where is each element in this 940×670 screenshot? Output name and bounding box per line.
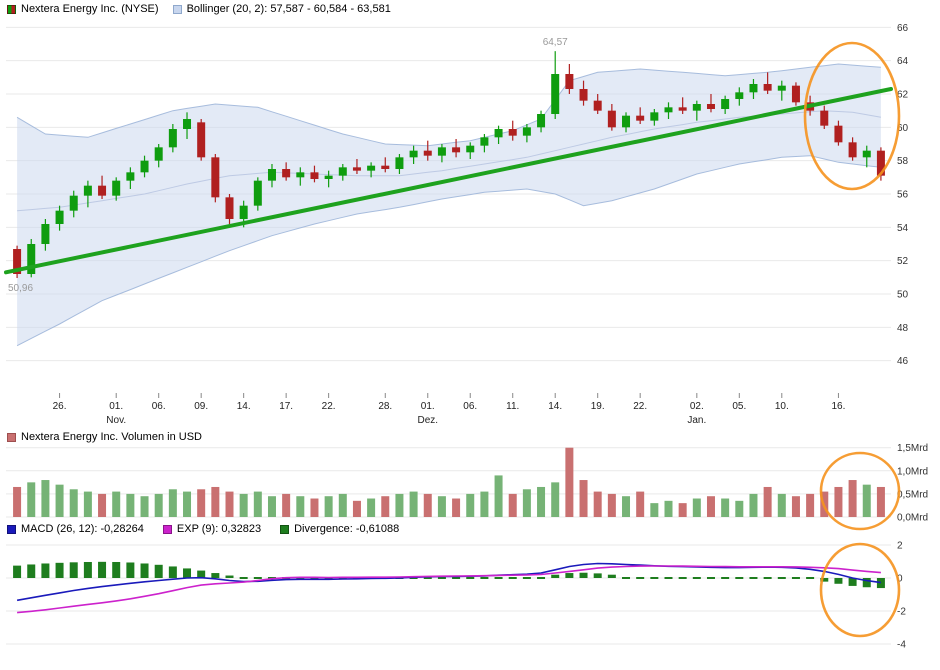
svg-text:01.: 01. xyxy=(421,401,435,412)
svg-text:50,96: 50,96 xyxy=(8,283,33,294)
svg-text:26.: 26. xyxy=(53,401,67,412)
stock-series-label: Nextera Energy Inc. (NYSE) xyxy=(21,3,159,15)
svg-text:64,57: 64,57 xyxy=(543,37,568,48)
svg-text:52: 52 xyxy=(897,256,909,267)
svg-text:62: 62 xyxy=(897,90,909,101)
svg-text:64: 64 xyxy=(897,56,909,67)
svg-text:0,0Mrd: 0,0Mrd xyxy=(897,513,928,524)
bollinger-series-label: Bollinger (20, 2): 57,587 - 60,584 - 63,… xyxy=(186,3,391,15)
svg-text:50: 50 xyxy=(897,290,909,301)
svg-text:Jan.: Jan. xyxy=(687,415,706,426)
svg-text:11.: 11. xyxy=(506,401,519,412)
macd-legend-item: MACD (26, 12): -0,28264 xyxy=(7,523,144,535)
svg-text:48: 48 xyxy=(897,323,909,334)
stock-series-icon xyxy=(7,4,16,14)
svg-text:66: 66 xyxy=(897,23,909,34)
svg-text:0: 0 xyxy=(897,574,903,585)
svg-text:-4: -4 xyxy=(897,640,906,651)
svg-text:17.: 17. xyxy=(279,401,293,412)
price-legend: Nextera Energy Inc. (NYSE) Bollinger (20… xyxy=(7,3,391,15)
svg-text:10.: 10. xyxy=(775,401,789,412)
svg-text:14.: 14. xyxy=(548,401,562,412)
svg-text:-2: -2 xyxy=(897,607,906,618)
divergence-legend-item: Divergence: -0,61088 xyxy=(280,523,399,535)
volume-series-icon xyxy=(7,432,16,442)
svg-text:Nov.: Nov. xyxy=(106,415,126,426)
divergence-series-label: Divergence: -0,61088 xyxy=(294,523,400,535)
exp-series-icon xyxy=(162,524,172,534)
svg-text:0,5Mrd: 0,5Mrd xyxy=(897,489,928,500)
svg-text:05.: 05. xyxy=(732,401,746,412)
svg-text:16.: 16. xyxy=(831,401,845,412)
svg-text:19.: 19. xyxy=(591,401,605,412)
divergence-series-icon xyxy=(280,524,290,534)
svg-text:Dez.: Dez. xyxy=(417,415,438,426)
svg-text:58: 58 xyxy=(897,156,909,167)
svg-text:1,0Mrd: 1,0Mrd xyxy=(897,466,928,477)
svg-text:56: 56 xyxy=(897,190,909,201)
svg-text:54: 54 xyxy=(897,223,909,234)
svg-text:06.: 06. xyxy=(152,401,166,412)
exp-legend-item: EXP (9): 0,32823 xyxy=(162,523,262,535)
exp-series-label: EXP (9): 0,32823 xyxy=(176,523,262,535)
volume-legend: Nextera Energy Inc. Volumen in USD xyxy=(7,431,202,443)
svg-text:2: 2 xyxy=(897,541,903,552)
svg-text:60: 60 xyxy=(897,123,909,134)
svg-text:14.: 14. xyxy=(237,401,251,412)
svg-text:28.: 28. xyxy=(378,401,392,412)
bollinger-series-icon xyxy=(172,4,182,14)
svg-text:22.: 22. xyxy=(633,401,647,412)
macd-series-icon xyxy=(7,524,16,534)
svg-text:01.: 01. xyxy=(109,401,123,412)
svg-text:22.: 22. xyxy=(322,401,336,412)
svg-text:09.: 09. xyxy=(194,401,208,412)
volume-series-label: Nextera Energy Inc. Volumen in USD xyxy=(21,431,202,443)
macd-legend: MACD (26, 12): -0,28264 EXP (9): 0,32823… xyxy=(7,523,413,535)
svg-text:1,5Mrd: 1,5Mrd xyxy=(897,443,928,454)
svg-text:46: 46 xyxy=(897,356,909,367)
svg-text:06.: 06. xyxy=(463,401,477,412)
macd-series-label: MACD (26, 12): -0,28264 xyxy=(21,523,144,535)
svg-text:02.: 02. xyxy=(690,401,704,412)
